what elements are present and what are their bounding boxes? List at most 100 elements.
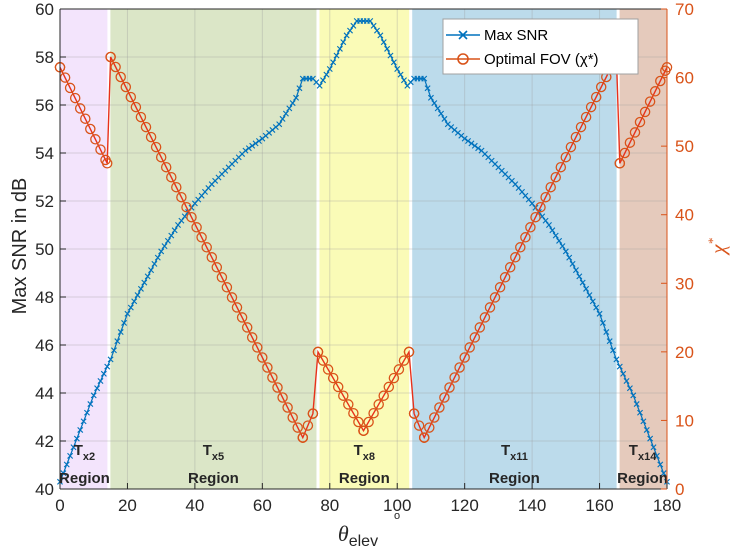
max-snr-point — [465, 138, 472, 144]
y-left-tick-label: 46 — [35, 336, 54, 355]
optimal-fov-point — [614, 158, 626, 169]
max-snr-point — [569, 260, 576, 267]
max-snr-point — [640, 418, 647, 425]
optimal-fov-point — [90, 134, 101, 145]
max-snr-point — [441, 115, 448, 122]
max-snr-point — [438, 110, 445, 117]
max-snr-point — [529, 200, 536, 207]
max-snr-point — [542, 217, 549, 224]
region-band-1 — [60, 9, 109, 489]
optimal-fov-point — [644, 96, 656, 107]
optimal-fov-point — [570, 131, 582, 143]
max-snr-point — [552, 232, 559, 239]
max-snr-point — [650, 444, 657, 451]
max-snr-point — [97, 378, 104, 384]
optimal-fov-point — [464, 342, 475, 353]
optimal-fov-point — [363, 416, 374, 428]
optimal-fov-point — [191, 222, 202, 233]
max-snr-point — [431, 100, 438, 107]
optimal-fov-point — [267, 372, 278, 383]
optimal-fov-point — [504, 262, 516, 273]
max-snr-point — [77, 426, 84, 433]
optimal-fov-point — [655, 75, 666, 87]
y-right-tick-label: 50 — [675, 137, 694, 156]
max-snr-point — [593, 304, 600, 311]
max-snr-point — [643, 426, 650, 433]
optimal-fov-point — [171, 181, 182, 193]
optimal-fov-point — [624, 137, 636, 148]
max-snr-point — [613, 356, 620, 363]
max-snr-point — [599, 319, 606, 326]
optimal-fov-point — [221, 282, 233, 293]
max-snr-point — [87, 401, 94, 408]
max-snr-point — [168, 232, 175, 239]
max-snr-point — [110, 347, 117, 354]
max-snr-point — [562, 248, 569, 255]
max-snr-point — [134, 292, 141, 299]
max-snr-point — [289, 100, 296, 107]
max-snr-point — [148, 267, 155, 274]
optimal-fov-point — [619, 147, 631, 159]
max-snr-point — [63, 461, 70, 468]
max-snr-point — [427, 94, 434, 101]
max-snr-point — [100, 370, 107, 377]
max-snr-point — [380, 39, 387, 46]
max-snr-point — [633, 401, 640, 408]
region-backgrounds — [60, 9, 667, 489]
optimal-fov-point — [226, 292, 238, 303]
optimal-fov-point — [105, 51, 116, 63]
max-snr-point — [127, 304, 134, 311]
max-snr-point — [647, 435, 654, 442]
max-snr-point — [400, 77, 407, 84]
optimal-fov-point — [383, 381, 395, 393]
max-snr-point — [80, 418, 87, 425]
optimal-fov-point — [580, 111, 592, 123]
optimal-fov-point — [378, 390, 389, 401]
region-label-word-4: Region — [489, 470, 540, 487]
optimal-fov-point — [287, 412, 298, 423]
region-label-t-2: Tx5 — [203, 442, 224, 463]
optimal-fov-point — [302, 420, 314, 431]
max-snr-point — [333, 52, 340, 59]
legend: Max SNR Optimal FOV (χ*) — [442, 18, 639, 75]
region-label-t-5: Tx14 — [629, 442, 657, 463]
tick-labels: 0 20 40 60 80 100 120 140 160 1804042444648505254… — [35, 0, 694, 515]
y-left-tick-label: 42 — [35, 432, 54, 451]
x-tick-label: 60 — [253, 496, 272, 515]
region-label-word-3: Region — [339, 470, 390, 487]
y-right-tick-label: 20 — [675, 343, 694, 362]
optimal-fov-point — [272, 382, 283, 393]
max-snr-point — [90, 392, 97, 399]
max-snr-point — [424, 85, 431, 92]
optimal-fov-point — [317, 355, 329, 366]
max-snr-point — [276, 121, 283, 128]
max-snr-point — [475, 145, 482, 152]
optimal-fov-point — [338, 390, 349, 401]
y-right-tick-label: 0 — [675, 480, 684, 499]
optimal-fov-point — [535, 201, 546, 213]
optimal-fov-point — [196, 232, 207, 243]
optimal-fov-point — [348, 407, 359, 419]
series-max-snr — [57, 18, 670, 485]
max-snr-point — [249, 142, 256, 149]
max-snr-point — [384, 45, 391, 52]
optimal-fov-point — [155, 151, 167, 163]
optimal-fov-point — [629, 127, 641, 138]
optimal-fov-point — [211, 262, 223, 273]
max-snr-point — [566, 254, 573, 261]
max-snr-point — [623, 378, 630, 384]
max-snr-point — [589, 298, 596, 305]
optimal-fov-point — [85, 123, 96, 135]
optimal-fov-point — [135, 111, 147, 123]
max-snr-point — [377, 32, 384, 39]
max-snr-point — [60, 470, 67, 477]
optimal-fov-point — [560, 151, 572, 163]
region-label-word-5: Region — [617, 470, 668, 487]
optimal-fov-point — [130, 101, 142, 113]
optimal-fov-point — [408, 408, 420, 419]
y-right-tick-label: 10 — [675, 411, 694, 430]
optimal-fov-point — [489, 292, 501, 303]
optimal-fov-point — [639, 106, 651, 118]
max-snr-point — [367, 18, 374, 24]
optimal-fov-point — [494, 282, 506, 293]
